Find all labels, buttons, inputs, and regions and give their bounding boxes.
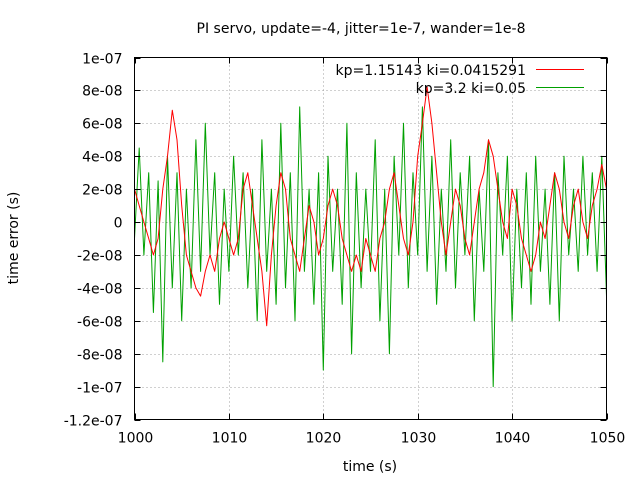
x-tick-label: 1000 [118, 431, 154, 447]
y-tick-label: 6e-08 [82, 117, 122, 133]
x-tick-label: 1050 [590, 431, 626, 447]
y-tick-label: 4e-08 [82, 150, 122, 166]
chart-title: PI servo, update=-4, jitter=1e-7, wander… [197, 21, 526, 37]
y-tick-label: -1e-07 [77, 381, 122, 397]
legend: kp=1.15143 ki=0.0415291 kp=3.2 ki=0.05 [335, 63, 584, 97]
y-tick-label: 2e-08 [82, 183, 122, 199]
y-tick-label: -6e-08 [77, 315, 122, 331]
y-tick-label: -8e-08 [77, 348, 122, 364]
y-tick-label: -4e-08 [77, 282, 122, 298]
x-axis-label: time (s) [343, 459, 397, 475]
y-tick-label: 0 [114, 216, 123, 232]
y-tick-label: 8e-08 [82, 84, 122, 100]
series-line-2 [134, 106, 607, 388]
plot-frame [134, 57, 607, 420]
x-tick-label: 1030 [401, 431, 437, 447]
axis-ticks: 1000 1010 1020 1030 1040 1050 1e-07 8e-08 6e-08 4… [64, 52, 626, 447]
legend-label-1: kp=1.15143 ki=0.0415291 [335, 63, 526, 79]
x-tick-label: 1010 [212, 431, 248, 447]
series-line-1 [134, 86, 607, 327]
legend-label-2: kp=3.2 ki=0.05 [416, 81, 526, 97]
series-layer [134, 86, 607, 388]
y-tick-label: 1e-07 [82, 52, 122, 68]
y-axis-label: time error (s) [6, 192, 22, 285]
y-tick-label: -2e-08 [77, 249, 122, 265]
x-tick-label: 1020 [306, 431, 342, 447]
y-tick-label: -1.2e-07 [64, 414, 123, 430]
x-tick-label: 1040 [495, 431, 531, 447]
grid [134, 57, 607, 420]
